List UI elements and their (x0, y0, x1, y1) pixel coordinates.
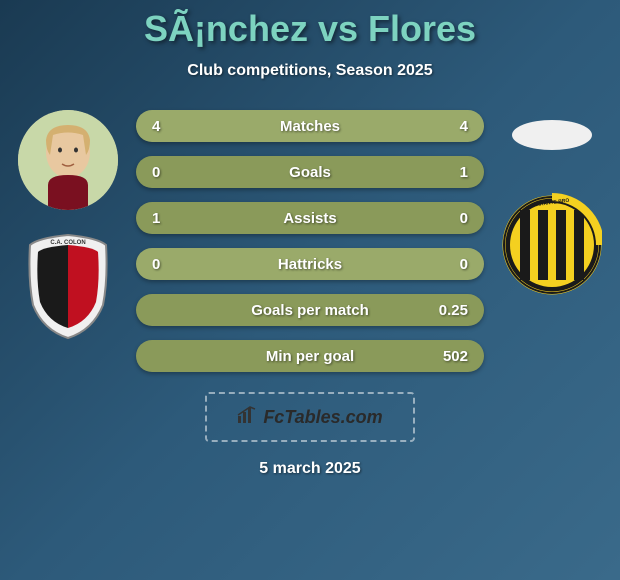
left-player-col: C.A. COLON (8, 110, 128, 372)
stat-label: Assists (283, 210, 336, 227)
club-right-badge: MIRANTE BRO (502, 190, 602, 300)
stat-label: Min per goal (266, 348, 354, 365)
stats-area: C.A. COLON 4 Matches 4 0 Goals 1 1 Assis… (0, 110, 620, 372)
watermark-text: FcTables.com (263, 407, 382, 428)
stat-row-assists: 1 Assists 0 (136, 202, 484, 234)
stat-row-matches: 4 Matches 4 (136, 110, 484, 142)
stat-label: Matches (280, 118, 340, 135)
stat-row-goals: 0 Goals 1 (136, 156, 484, 188)
svg-text:C.A. COLON: C.A. COLON (50, 240, 85, 246)
stat-right-value: 0 (428, 210, 468, 227)
stat-right-value: 502 (428, 348, 468, 365)
comparison-title: SÃ¡nchez vs Flores (144, 8, 476, 50)
comparison-card: SÃ¡nchez vs Flores Club competitions, Se… (0, 0, 620, 580)
stat-row-mpg: Min per goal 502 (136, 340, 484, 372)
stat-label: Goals (289, 164, 331, 181)
player-right-photo (512, 120, 592, 150)
stat-right-value: 4 (428, 118, 468, 135)
watermark-box: FcTables.com (205, 392, 415, 442)
player-left-photo (18, 110, 118, 210)
stat-left-value: 4 (152, 118, 192, 135)
right-player-col: MIRANTE BRO (492, 110, 612, 372)
club-left-badge: C.A. COLON (18, 230, 118, 340)
stat-label: Hattricks (278, 256, 342, 273)
comparison-subtitle: Club competitions, Season 2025 (187, 62, 432, 80)
stat-left-value: 0 (152, 164, 192, 181)
stat-row-hattricks: 0 Hattricks 0 (136, 248, 484, 280)
stat-row-gpm: Goals per match 0.25 (136, 294, 484, 326)
footer-date: 5 march 2025 (259, 460, 360, 478)
stat-label: Goals per match (251, 302, 369, 319)
stat-right-value: 0.25 (428, 302, 468, 319)
stats-center-col: 4 Matches 4 0 Goals 1 1 Assists 0 0 Hatt… (128, 110, 492, 372)
stat-left-value: 1 (152, 210, 192, 227)
stat-left-value: 0 (152, 256, 192, 273)
stat-right-value: 1 (428, 164, 468, 181)
chart-icon (237, 406, 257, 429)
stat-right-value: 0 (428, 256, 468, 273)
